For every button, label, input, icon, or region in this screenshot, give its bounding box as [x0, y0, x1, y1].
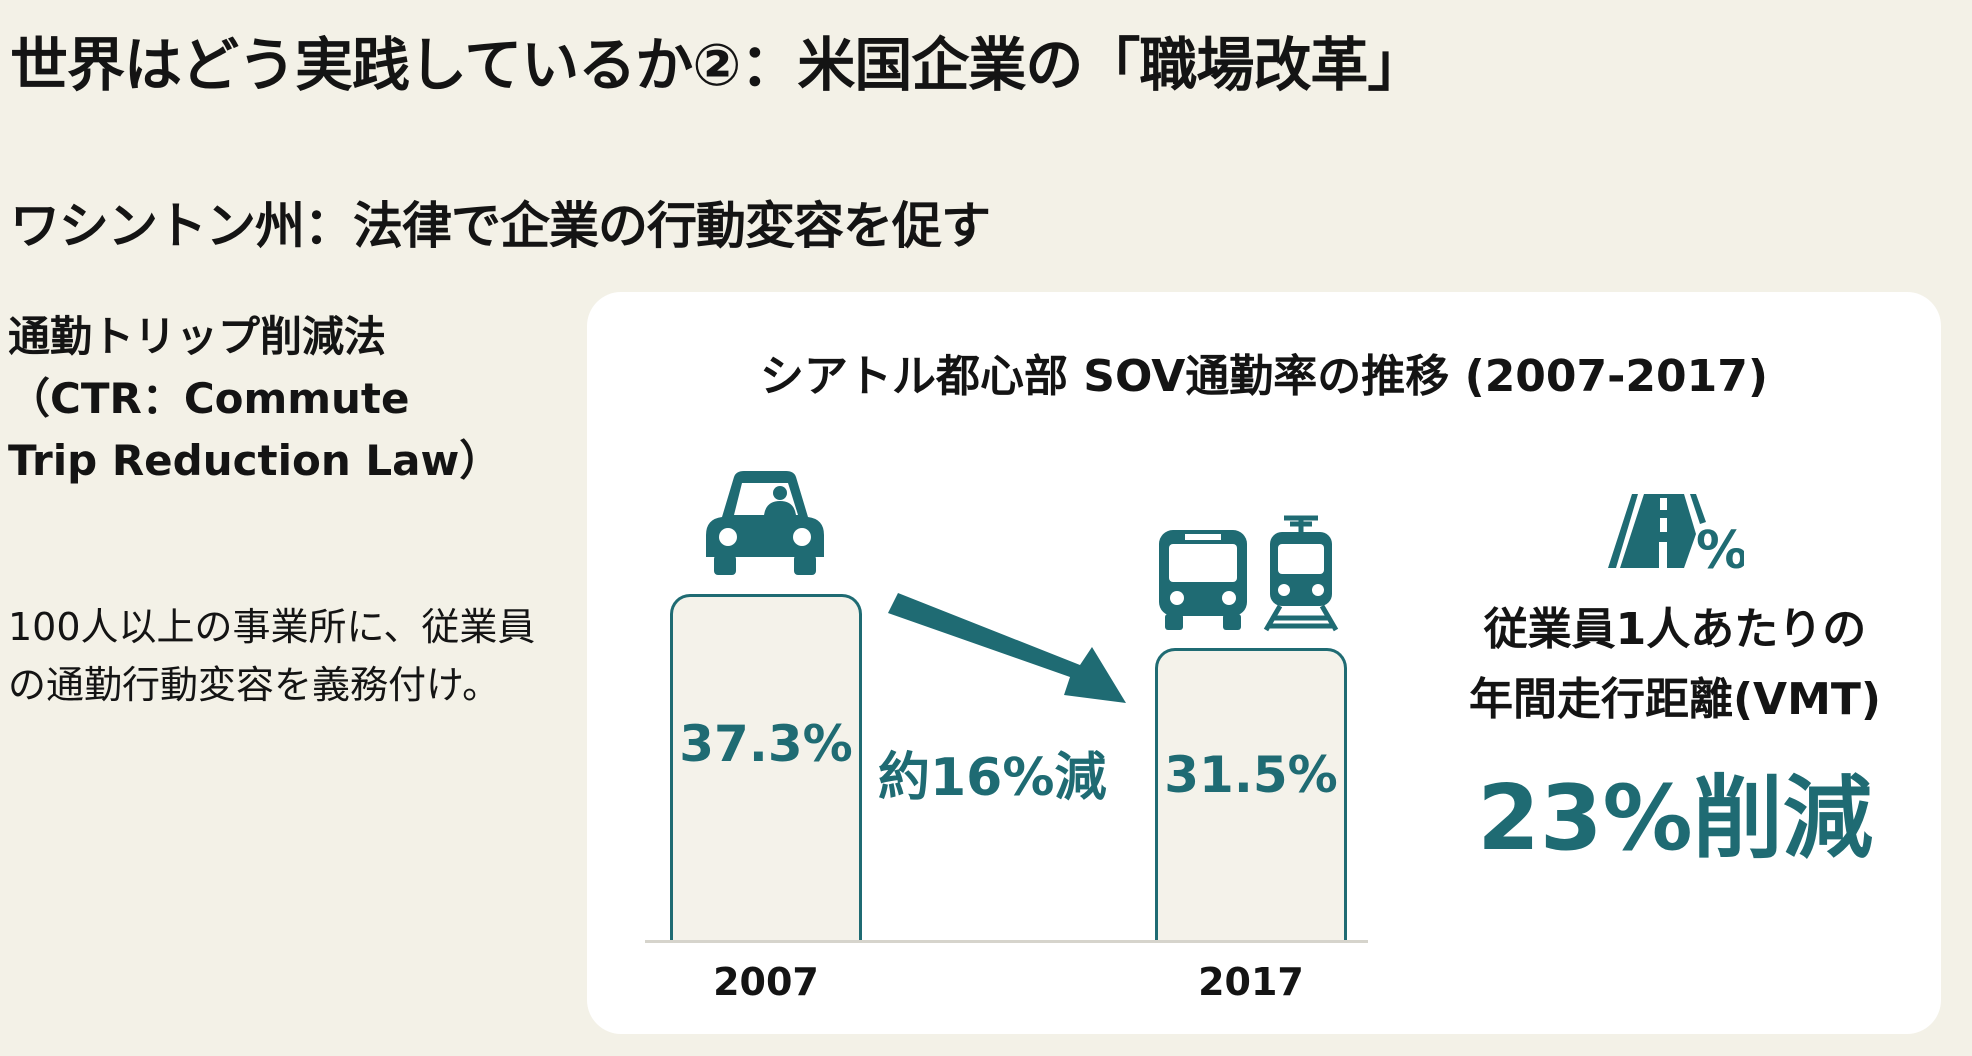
vmt-label-line1: 従業員1人あたりの [1483, 604, 1867, 655]
bar-value-label: 31.5% [1164, 745, 1338, 804]
vmt-label-line2: 年間走行距離(VMT) [1468, 674, 1882, 725]
decrease-annotation: 約16%減 [878, 748, 1107, 808]
bar-2017 [1155, 647, 1347, 941]
page-title: 世界はどう実践しているか②：米国企業の「職場改革」 [10, 31, 1425, 99]
x-tick-label: 2007 [713, 960, 819, 1004]
law-description: 100人以上の事業所に、従業員の通勤行動変容を義務付け。 [8, 605, 536, 707]
train-icon [1263, 515, 1339, 632]
page-subtitle: ワシントン州：法律で企業の行動変容を促す [10, 197, 991, 255]
vmt-label: 従業員1人あたりの 年間走行距離(VMT) [1420, 595, 1930, 735]
vmt-reduction-value: 23%削減 [1477, 766, 1873, 871]
svg-text:%: % [1696, 521, 1744, 574]
bus-icon [1159, 530, 1247, 630]
law-name: 通勤トリップ削減法（CTR：Commute Trip Reduction Law… [8, 312, 502, 485]
bar-value-label: 37.3% [679, 715, 853, 774]
car-icon [706, 471, 824, 575]
bar-2007 [670, 594, 862, 941]
chart-title: シアトル都心部 SOV通勤率の推移 (2007-2017) [759, 351, 1768, 402]
x-tick-label: 2017 [1198, 960, 1304, 1004]
decrease-arrow-icon [888, 593, 1126, 703]
chart-baseline [645, 940, 1368, 943]
road-percent-icon: % [1608, 494, 1744, 574]
